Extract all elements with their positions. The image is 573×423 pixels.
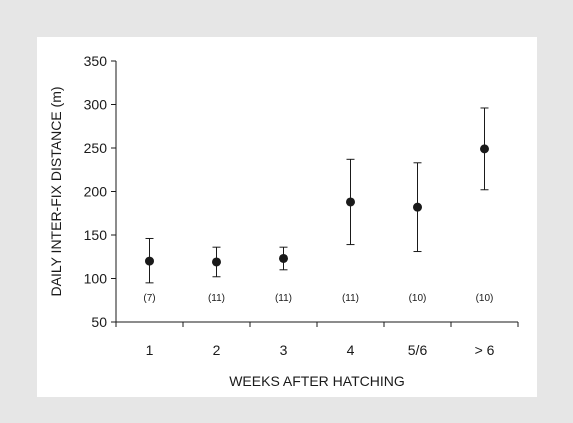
x-tick-label: 5/6 xyxy=(408,342,428,358)
data-point xyxy=(346,197,355,207)
sample-size-label: (10) xyxy=(476,293,494,304)
y-ticks: 50 100 150 200 250 300 350 xyxy=(84,53,116,330)
y-tick-label: 100 xyxy=(84,271,108,287)
y-tick-label: 250 xyxy=(84,140,108,156)
x-tick-label: 3 xyxy=(280,342,288,358)
y-tick-label: 50 xyxy=(91,314,107,330)
y-tick-label: 350 xyxy=(84,53,108,69)
sample-size-label: (11) xyxy=(275,293,292,304)
x-axis-title: WEEKS AFTER HATCHING xyxy=(229,373,405,389)
x-ticks: 1 2 3 4 5/6 > 6 xyxy=(115,322,519,358)
data-point xyxy=(145,256,154,266)
chart-panel: 50 100 150 200 250 300 350 1 2 3 4 5/6 > 6 (7) (11)(… xyxy=(37,37,537,397)
x-tick-label: > 6 xyxy=(475,342,495,358)
data-point xyxy=(279,253,288,263)
data-point xyxy=(480,144,489,154)
axes xyxy=(115,61,518,323)
sample-size-label: (7) xyxy=(143,293,155,304)
y-tick-label: 300 xyxy=(84,97,108,113)
data-point xyxy=(212,257,221,267)
y-tick-label: 150 xyxy=(84,227,108,243)
y-tick-label: 200 xyxy=(84,184,108,200)
sample-size-label: (11) xyxy=(208,293,225,304)
axis-labels: WEEKS AFTER HATCHING DAILY INTER-FIX DIST… xyxy=(48,86,405,389)
x-tick-label: 2 xyxy=(213,342,221,358)
x-tick-label: 4 xyxy=(347,342,355,358)
x-tick-label: 1 xyxy=(146,342,154,358)
sample-size-label: (10) xyxy=(409,293,427,304)
y-axis-title: DAILY INTER-FIX DISTANCE (m) xyxy=(48,86,64,296)
data-point xyxy=(413,202,422,212)
data-marks: (7) (11) (11) (11) (10) (10) xyxy=(143,107,494,304)
sample-size-label: (11) xyxy=(342,293,359,304)
